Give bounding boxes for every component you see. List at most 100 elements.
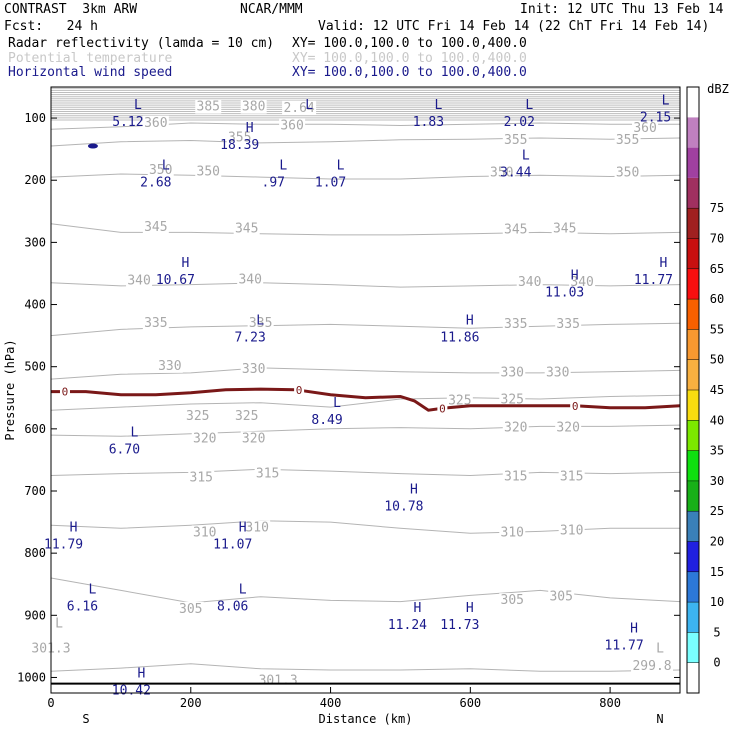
wind-extremum-value: 10.67: [156, 273, 195, 288]
theta-label-bg: [502, 133, 529, 148]
colorbar-swatch: [687, 147, 699, 178]
wind-extremum-value: 11.77: [605, 639, 644, 654]
wind-extremum-value: 3.44: [500, 166, 531, 181]
colorbar-swatch: [687, 208, 699, 239]
theta-label: 345: [235, 221, 258, 236]
theta-label: 330: [546, 366, 569, 381]
y-axis: 100 200 300 400 500 600 700 800 900 1000 Pressure …: [3, 111, 680, 684]
colorbar-swatch: [687, 238, 699, 269]
theta-label: 350: [197, 164, 220, 179]
theta-label-bg: [226, 130, 253, 145]
theta-label: 330: [158, 359, 181, 374]
theta-label-bg: [502, 222, 529, 237]
theta-label-bg: [569, 274, 596, 289]
theta-label-bg: [237, 272, 264, 287]
theta-label-bg: [147, 163, 174, 178]
colorbar-swatch: [687, 662, 699, 693]
colorbar-unit: dBZ: [707, 82, 729, 96]
x-axis-label: Distance (km): [319, 712, 413, 726]
theta-label: 315: [560, 469, 583, 484]
theta-label: 345: [504, 223, 527, 238]
wind-extremum-L: L: [333, 396, 341, 411]
theta-label-bg: [282, 100, 317, 115]
colorbar-swatch: [687, 390, 699, 421]
wind-extremum-L: L: [279, 159, 287, 174]
colorbar-swatch: [687, 632, 699, 663]
theta-label: 350: [616, 166, 639, 181]
wind-extremum-value: 11.03: [545, 286, 584, 301]
wind-extremum-value: 2.15: [640, 110, 671, 125]
theta-label-bg: [142, 220, 169, 235]
model-title: CONTRAST 3km ARW: [4, 2, 138, 17]
theta-label-bg: [502, 317, 529, 332]
wind-extremum-value: 10.78: [384, 499, 423, 514]
wind-extremum-H: H: [466, 313, 474, 328]
theta-label: 360: [280, 118, 303, 133]
theta-label: 301.3: [259, 673, 298, 688]
theta-label-bg: [614, 165, 641, 180]
reflectivity-label-bg: [570, 399, 581, 412]
wind-extremum-H: H: [181, 256, 189, 271]
theta-label-bg: [254, 466, 281, 481]
theta-label-bg: [632, 120, 659, 135]
y-tick-label: 300: [24, 235, 46, 249]
wind-extremum-value: 6.70: [109, 442, 140, 457]
theta-label-bg: [516, 274, 543, 289]
field-xy-theta: XY= 100.0,100.0 to 100.0,400.0: [292, 51, 527, 66]
wind-extremum-value: 10.42: [112, 683, 151, 698]
theta-contour-325: [50, 394, 681, 411]
y-tick-label: 900: [24, 608, 46, 622]
theta-label: 305: [549, 589, 572, 604]
theta-label: 325: [501, 392, 524, 407]
y-tick-label: 200: [24, 173, 46, 187]
wind-extremum-L: L: [134, 98, 142, 113]
wind-extremum-L: L: [525, 98, 533, 113]
theta-label-bg: [614, 133, 641, 148]
theta-label: 2.64: [283, 101, 314, 116]
theta-label: 330: [501, 366, 524, 381]
theta-label: 305: [179, 602, 202, 617]
theta-label-bg: [502, 469, 529, 484]
theta-label-bg: [555, 420, 582, 435]
x-tick-label: 600: [459, 696, 481, 710]
theta-label-bg: [499, 392, 526, 407]
theta-label: 330: [242, 362, 265, 377]
theta-label-bg: [191, 525, 218, 540]
y-tick-label: 700: [24, 484, 46, 498]
y-tick-label: 1000: [17, 670, 46, 684]
wind-extremum-value: 11.73: [440, 618, 479, 633]
colorbar-label: 5: [713, 625, 720, 639]
y-tick-label: 800: [24, 546, 46, 560]
colorbar-swatch: [687, 420, 699, 451]
reflectivity-label-0: 0: [572, 400, 579, 413]
reflectivity-label-bg: [59, 385, 70, 398]
theta-label: 310: [560, 524, 583, 539]
wind-extremum-value: 2.02: [504, 115, 535, 130]
plot-frame: [50, 86, 681, 694]
theta-label: 315: [190, 471, 213, 486]
colorbar-label: 75: [710, 201, 724, 215]
colorbar-label: 35: [710, 444, 724, 458]
theta-label: 320: [193, 432, 216, 447]
theta-label-bg: [631, 659, 674, 674]
theta-label: 360: [633, 121, 656, 136]
colorbar-swatch: [687, 480, 699, 512]
colorbar-swatch: [687, 602, 699, 633]
theta-label: 385: [197, 100, 220, 115]
theta-label: 350: [490, 166, 513, 181]
wind-extremum-H: H: [466, 601, 474, 616]
colorbar-label: 70: [710, 232, 724, 246]
wind-extremum-value: 11.07: [213, 537, 252, 552]
theta-label-bg: [188, 470, 215, 485]
theta-label: 305: [501, 593, 524, 608]
theta-label-bg: [558, 523, 585, 538]
reflectivity-label-bg: [294, 384, 305, 397]
theta-label-bg: [195, 164, 222, 179]
theta-label: 320: [556, 420, 579, 435]
wind-extremum-value: 11.79: [44, 537, 83, 552]
wind-extremum-L: L: [256, 313, 264, 328]
x-tick-label: 800: [599, 696, 621, 710]
theta-label-bg: [279, 118, 306, 133]
